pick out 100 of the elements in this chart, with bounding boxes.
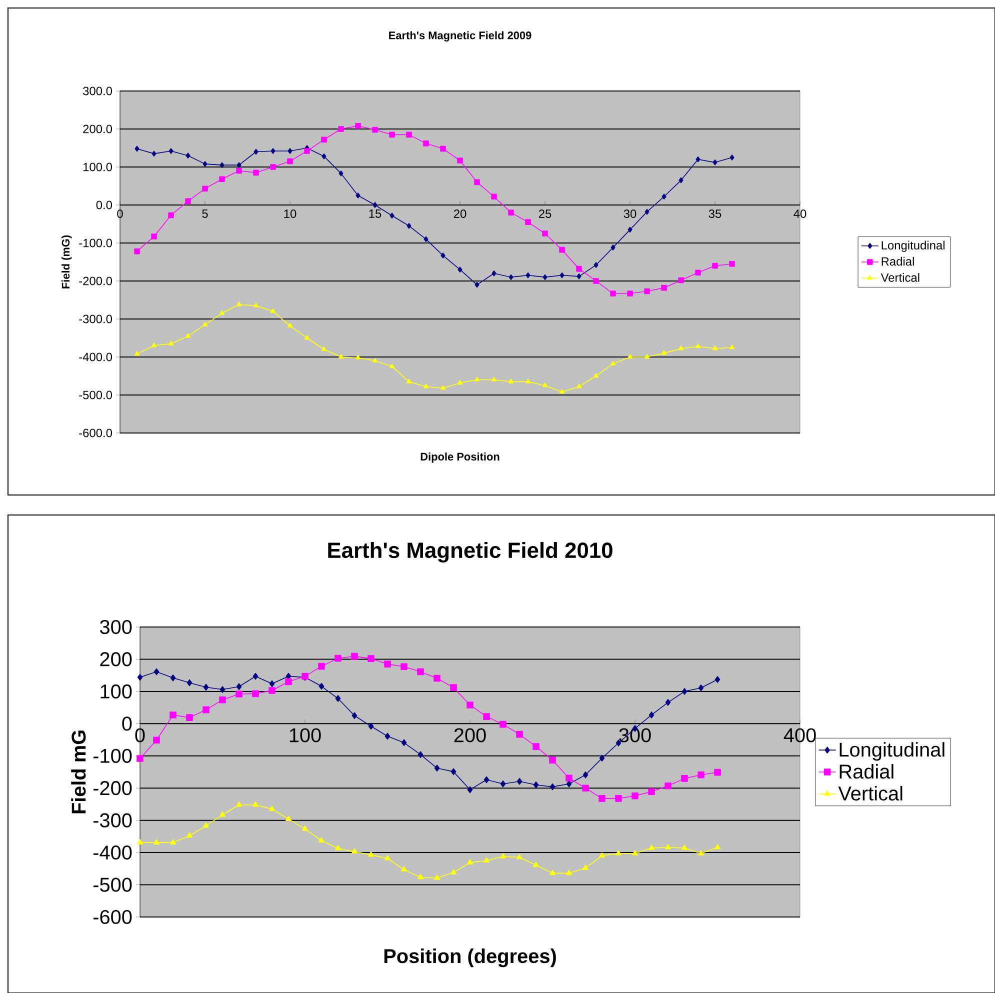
x-tick-label: 40 — [794, 210, 806, 218]
point — [424, 236, 428, 242]
point — [185, 333, 191, 338]
point — [137, 674, 143, 681]
point — [236, 690, 242, 698]
point — [434, 674, 440, 682]
point — [712, 346, 718, 350]
point — [576, 266, 582, 272]
point — [466, 702, 474, 708]
point — [542, 230, 548, 236]
point — [390, 212, 394, 219]
point — [627, 290, 633, 296]
point — [661, 284, 667, 291]
point — [168, 148, 174, 154]
point — [368, 722, 374, 730]
point — [730, 154, 734, 160]
x-tick-label: 10 — [284, 210, 296, 218]
point — [318, 682, 324, 690]
point — [533, 862, 540, 868]
y-axis-title: Field mG — [71, 730, 86, 814]
point — [648, 844, 655, 850]
point — [566, 774, 572, 782]
point — [136, 755, 144, 762]
point — [533, 781, 539, 788]
point — [500, 720, 506, 728]
point — [593, 373, 599, 378]
point — [714, 768, 721, 776]
point — [202, 706, 210, 714]
point — [270, 308, 276, 314]
point — [269, 680, 275, 688]
point — [491, 194, 497, 200]
x-axis-title: Dipole Position — [420, 452, 500, 463]
point — [321, 346, 327, 352]
point — [712, 262, 718, 269]
point — [418, 874, 424, 880]
point — [532, 743, 540, 750]
point — [434, 764, 440, 772]
x-tick-label: 20 — [454, 210, 466, 218]
point — [318, 662, 325, 670]
point — [151, 234, 157, 240]
point — [582, 772, 588, 778]
point — [170, 839, 176, 844]
point — [440, 146, 446, 152]
point — [434, 874, 440, 880]
x-axis-title: Position (degrees) — [384, 948, 556, 968]
point — [170, 712, 176, 718]
point — [542, 274, 548, 280]
point — [550, 783, 556, 790]
point — [352, 848, 358, 854]
point — [406, 222, 412, 229]
point — [458, 266, 462, 272]
y-tick-label: 100.0 — [83, 162, 112, 172]
point — [202, 322, 208, 326]
point — [304, 148, 310, 154]
point — [644, 354, 650, 359]
legend-label: Longitudinal — [882, 240, 944, 252]
point — [491, 376, 497, 382]
point — [610, 244, 616, 250]
point — [236, 168, 242, 174]
point — [440, 252, 446, 258]
point — [661, 350, 667, 355]
point — [335, 844, 342, 850]
point — [698, 772, 704, 778]
point — [401, 739, 407, 746]
point — [542, 382, 548, 388]
point — [484, 857, 490, 863]
point — [134, 248, 140, 254]
point — [440, 385, 446, 390]
y-tick-label: -400 — [93, 846, 132, 860]
point — [559, 246, 565, 253]
point — [389, 364, 395, 368]
point — [236, 683, 242, 690]
point — [252, 672, 258, 680]
point — [252, 801, 259, 807]
point — [681, 775, 688, 782]
point — [384, 660, 391, 668]
point — [220, 686, 226, 693]
chart-title: Earth's Magnetic Field 2009 — [389, 31, 532, 42]
point — [610, 290, 616, 296]
point — [185, 198, 191, 204]
point — [508, 210, 514, 216]
point — [355, 354, 361, 360]
point — [252, 690, 259, 698]
point — [662, 194, 666, 200]
point — [632, 850, 638, 856]
point — [525, 378, 531, 384]
point — [566, 780, 572, 788]
point — [220, 162, 224, 168]
point — [695, 343, 701, 348]
point — [648, 712, 654, 718]
point — [549, 756, 556, 764]
legend-label: Radial — [840, 764, 894, 779]
x-tick-label: 200 — [454, 728, 486, 742]
point — [168, 212, 174, 218]
point — [474, 282, 480, 288]
point — [338, 126, 344, 132]
legend-label: Vertical — [838, 786, 902, 801]
y-tick-label: -300 — [93, 813, 132, 828]
legend-label: Longitudinal — [840, 742, 944, 761]
point — [665, 844, 672, 850]
